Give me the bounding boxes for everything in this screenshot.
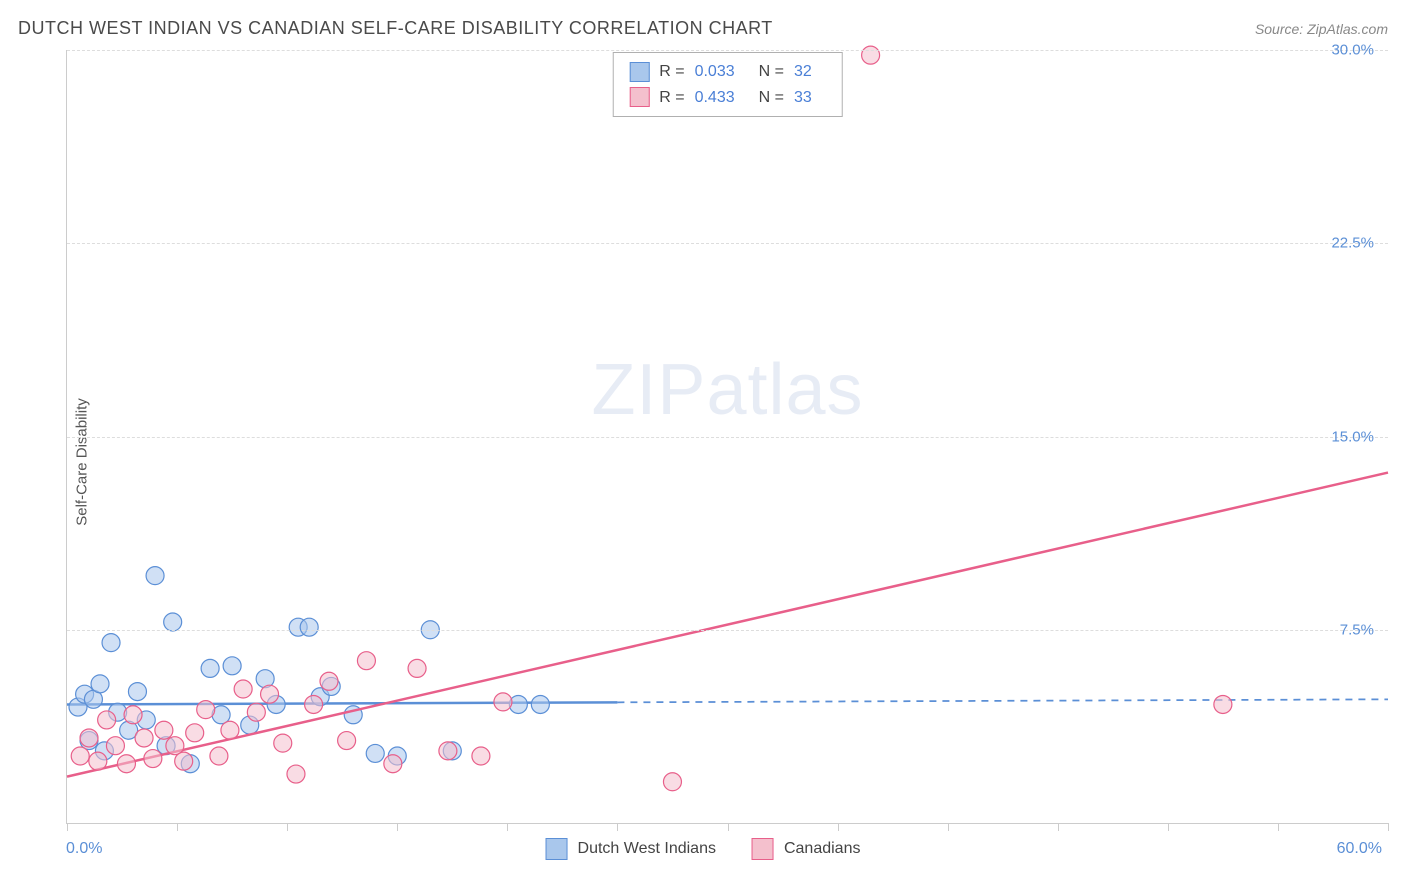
data-point (234, 680, 252, 698)
data-point (102, 634, 120, 652)
data-point (146, 567, 164, 585)
x-tick (948, 823, 949, 831)
data-point (223, 657, 241, 675)
data-point (221, 721, 239, 739)
data-point (197, 701, 215, 719)
data-point (128, 683, 146, 701)
y-tick-label: 15.0% (1331, 428, 1374, 445)
data-point (91, 675, 109, 693)
data-point (175, 752, 193, 770)
data-point (98, 711, 116, 729)
x-tick (1388, 823, 1389, 831)
gridline (67, 243, 1388, 244)
stats-row-0: R = 0.033 N = 32 (629, 59, 826, 85)
legend-label-1: Canadians (784, 840, 861, 858)
y-tick-label: 22.5% (1331, 235, 1374, 252)
plot-area: ZIPatlas R = 0.033 N = 32 R = 0.433 N = … (66, 50, 1388, 824)
data-point (287, 765, 305, 783)
stats-n-val-0: 32 (794, 59, 812, 85)
x-tick (67, 823, 68, 831)
x-tick (177, 823, 178, 831)
stats-swatch-0 (629, 62, 649, 82)
stats-n-val-1: 33 (794, 85, 812, 111)
stats-n-label-1: N = (759, 85, 784, 111)
legend-swatch-1 (752, 838, 774, 860)
data-point (117, 755, 135, 773)
data-point (305, 695, 323, 713)
data-point (472, 747, 490, 765)
data-point (408, 659, 426, 677)
source-attribution: Source: ZipAtlas.com (1255, 21, 1388, 37)
x-tick (617, 823, 618, 831)
trend-line (67, 473, 1388, 777)
data-point (862, 46, 880, 64)
data-point (320, 672, 338, 690)
data-point (274, 734, 292, 752)
data-point (201, 659, 219, 677)
y-tick-label: 30.0% (1331, 42, 1374, 59)
data-point (80, 729, 98, 747)
x-tick (287, 823, 288, 831)
data-point (89, 752, 107, 770)
series-legend: Dutch West Indians Canadians (546, 838, 861, 860)
data-point (124, 706, 142, 724)
stats-row-1: R = 0.433 N = 33 (629, 85, 826, 111)
data-point (135, 729, 153, 747)
x-tick (1168, 823, 1169, 831)
data-point (71, 747, 89, 765)
stats-r-val-1: 0.433 (695, 85, 735, 111)
gridline (67, 50, 1388, 51)
chart-title: DUTCH WEST INDIAN VS CANADIAN SELF-CARE … (18, 18, 773, 39)
x-tick (1278, 823, 1279, 831)
stats-n-label-0: N = (759, 59, 784, 85)
x-tick (728, 823, 729, 831)
data-point (494, 693, 512, 711)
stats-legend-box: R = 0.033 N = 32 R = 0.433 N = 33 (612, 52, 843, 117)
stats-swatch-1 (629, 87, 649, 107)
legend-item-0: Dutch West Indians (546, 838, 716, 860)
x-tick (507, 823, 508, 831)
trend-line-dashed (617, 699, 1388, 702)
legend-swatch-0 (546, 838, 568, 860)
data-point (261, 685, 279, 703)
y-tick-label: 7.5% (1340, 621, 1374, 638)
legend-item-1: Canadians (752, 838, 861, 860)
data-point (300, 618, 318, 636)
data-point (247, 703, 265, 721)
gridline (67, 630, 1388, 631)
data-point (1214, 695, 1232, 713)
data-point (366, 744, 384, 762)
stats-r-label-1: R = (659, 85, 684, 111)
data-point (210, 747, 228, 765)
x-tick (1058, 823, 1059, 831)
data-point (439, 742, 457, 760)
legend-label-0: Dutch West Indians (578, 840, 716, 858)
x-tick (838, 823, 839, 831)
data-point (186, 724, 204, 742)
data-point (357, 652, 375, 670)
data-point (531, 695, 549, 713)
x-axis-max-label: 60.0% (1337, 840, 1382, 858)
data-point (144, 750, 162, 768)
data-point (106, 737, 124, 755)
x-axis-min-label: 0.0% (66, 840, 102, 858)
chart-container: Self-Care Disability ZIPatlas R = 0.033 … (18, 50, 1388, 874)
chart-header: DUTCH WEST INDIAN VS CANADIAN SELF-CARE … (18, 18, 1388, 39)
x-tick (397, 823, 398, 831)
data-point (164, 613, 182, 631)
gridline (67, 437, 1388, 438)
stats-r-val-0: 0.033 (695, 59, 735, 85)
data-point (663, 773, 681, 791)
data-point (155, 721, 173, 739)
data-point (384, 755, 402, 773)
stats-r-label-0: R = (659, 59, 684, 85)
data-point (338, 732, 356, 750)
